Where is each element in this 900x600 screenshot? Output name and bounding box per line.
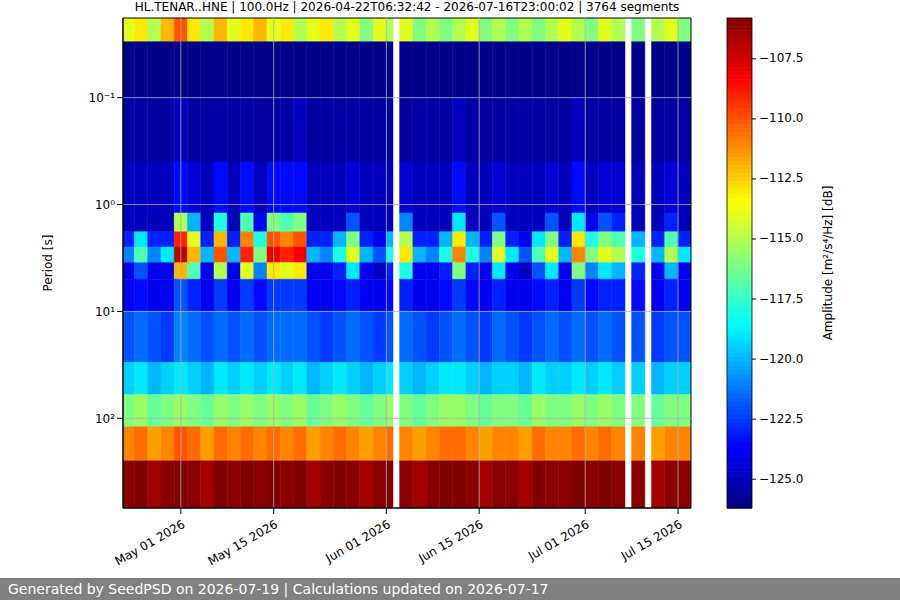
svg-text:−110.0: −110.0 — [759, 111, 803, 125]
svg-text:Period [s]: Period [s] — [41, 235, 55, 292]
svg-text:May 15 2026: May 15 2026 — [205, 517, 280, 568]
svg-text:−120.0: −120.0 — [759, 352, 803, 366]
svg-text:Jun 15 2026: Jun 15 2026 — [415, 517, 485, 566]
svg-text:−112.5: −112.5 — [759, 171, 803, 185]
html-text:HL.TENAR..HNE | 100.0Hz | 2026: HL.TENAR..HNE | 100.0Hz | 2026-04-22T06:… — [134, 0, 680, 14]
svg-text:10¹: 10¹ — [95, 305, 115, 319]
svg-text:May 01 2026: May 01 2026 — [113, 517, 188, 568]
svg-text:10⁰: 10⁰ — [95, 198, 115, 212]
svg-text:Jul 01 2026: Jul 01 2026 — [525, 517, 592, 564]
svg-text:10⁻¹: 10⁻¹ — [89, 91, 116, 105]
svg-text:Jul 15 2026: Jul 15 2026 — [618, 517, 685, 564]
html-text:Generated by SeedPSD on 2026-0: Generated by SeedPSD on 2026-07-19 | Cal… — [8, 581, 549, 597]
svg-text:−107.5: −107.5 — [759, 51, 803, 65]
svg-text:−115.0: −115.0 — [759, 231, 803, 245]
svg-text:Jun 01 2026: Jun 01 2026 — [322, 517, 392, 566]
svg-text:10²: 10² — [95, 412, 115, 426]
svg-text:Amplitude [m²/s⁴/Hz] [dB]: Amplitude [m²/s⁴/Hz] [dB] — [821, 186, 835, 341]
svg-text:−125.0: −125.0 — [759, 472, 803, 486]
svg-text:−122.5: −122.5 — [759, 412, 803, 426]
svg-text:−117.5: −117.5 — [759, 292, 803, 306]
